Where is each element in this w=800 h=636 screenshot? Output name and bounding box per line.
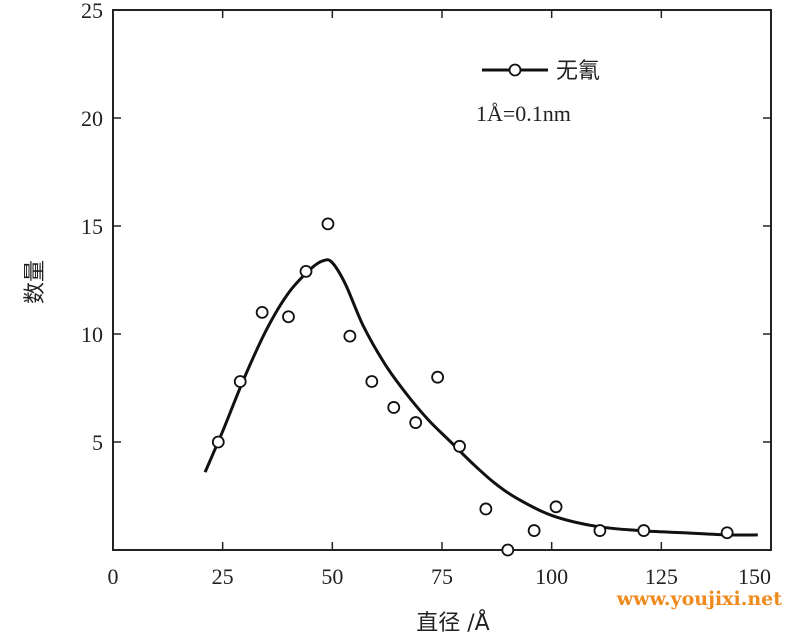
x-tick-label-4: 100 (535, 564, 568, 589)
x-axis-title: 直径 /Å (416, 609, 489, 636)
unit-note: 1Å=0.1nm (476, 101, 571, 126)
data-point-11 (453, 439, 466, 453)
data-point-2 (255, 305, 269, 319)
data-point-10 (431, 370, 445, 384)
data-point-0 (211, 435, 225, 449)
y-tick-label-4: 25 (81, 0, 103, 23)
y-axis-title: 数量 (23, 260, 48, 304)
plot-frame (112, 9, 772, 551)
data-point-15 (549, 500, 563, 514)
data-point-13 (501, 543, 515, 557)
data-point-18 (720, 526, 734, 540)
y-tick-label-3: 20 (81, 106, 103, 131)
tick-labels: 0 25 50 75 100 125 150 5 10 15 20 25 (81, 0, 771, 589)
x-tick-label-1: 25 (212, 564, 234, 589)
data-point-16 (593, 524, 607, 537)
data-point-12 (479, 502, 493, 516)
y-tick-label-0: 5 (92, 430, 103, 455)
data-point-14 (527, 524, 541, 537)
data-point-6 (343, 329, 357, 343)
x-tick-label-3: 75 (431, 564, 453, 589)
x-tick-label-0: 0 (108, 564, 119, 589)
data-point-5 (321, 217, 335, 231)
x-tick-label-6: 150 (738, 564, 771, 589)
x-tick-label-5: 125 (645, 564, 678, 589)
data-point-17 (637, 524, 651, 537)
data-point-1 (233, 375, 247, 388)
legend: 无氰 (482, 59, 600, 84)
y-tick-label-2: 15 (81, 214, 103, 239)
data-point-4 (299, 264, 313, 278)
fit-curve (203, 258, 758, 537)
data-point-3 (282, 310, 295, 324)
x-tick-label-2: 50 (321, 564, 343, 589)
axis-ticks (112, 9, 772, 550)
watermark: www.youjixi.net (616, 588, 782, 610)
data-point-9 (409, 416, 423, 429)
data-point-7 (365, 375, 379, 388)
data-point-8 (387, 401, 401, 414)
legend-marker (508, 63, 522, 77)
legend-label: 无氰 (556, 59, 600, 84)
y-tick-label-1: 10 (81, 322, 103, 347)
data-points (211, 217, 734, 557)
